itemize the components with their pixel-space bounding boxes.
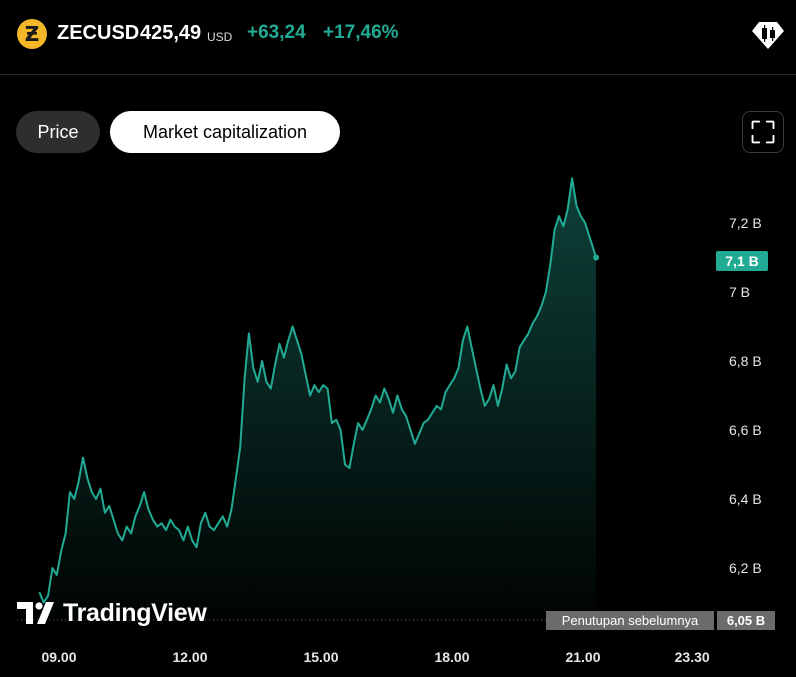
y-tick-label: 6,4 B (729, 491, 762, 507)
diamond-logo-icon[interactable] (750, 18, 786, 52)
x-tick-label: 23.30 (675, 649, 710, 665)
symbol-name[interactable]: ZECUSD (57, 22, 140, 44)
x-tick-label: 15.00 (303, 649, 338, 665)
x-tick-label: 12.00 (172, 649, 207, 665)
y-axis: 6,2 B 6,4 B 6,6 B 6,8 B 7 B 7,2 B (729, 215, 762, 576)
y-tick-label: 7 B (729, 284, 750, 300)
last-point-marker (593, 254, 600, 261)
y-tick-label: 6,8 B (729, 353, 762, 369)
last-price: 425,49 (140, 22, 202, 44)
x-tick-label: 18.00 (434, 649, 469, 665)
y-tick-label: 6,6 B (729, 422, 762, 438)
current-value-badge: 7,1 B (716, 251, 768, 271)
price-currency: USD (207, 30, 233, 44)
tradingview-logo-icon (17, 602, 54, 624)
y-tick-label: 7,2 B (729, 215, 762, 231)
y-tick-label: 6,2 B (729, 560, 762, 576)
chart-area-fill (39, 178, 597, 620)
price-change: +63,24 (247, 22, 306, 43)
tab-market-capitalization[interactable]: Market capitalization (110, 111, 340, 153)
x-tick-label: 21.00 (565, 649, 600, 665)
previous-close-label: Penutupan sebelumnya (546, 611, 714, 630)
tradingview-logo[interactable]: TradingView (17, 598, 207, 627)
zcash-coin-icon: Ƶ (17, 19, 47, 49)
x-tick-label: 09.00 (41, 649, 76, 665)
tab-price[interactable]: Price (16, 111, 100, 153)
previous-close-value: 6,05 B (717, 611, 775, 630)
chart-series-line (38, 177, 598, 604)
symbol-header: Ƶ ZECUSD 425,49 USD +63,24 +17,46% (0, 0, 796, 75)
fullscreen-button[interactable] (742, 111, 784, 153)
tradingview-logo-text: TradingView (63, 598, 207, 627)
fullscreen-icon (751, 120, 775, 144)
x-axis: 09.00 12.00 15.00 18.00 21.00 23.30 (41, 649, 709, 665)
price-change-percent: +17,46% (323, 22, 399, 43)
